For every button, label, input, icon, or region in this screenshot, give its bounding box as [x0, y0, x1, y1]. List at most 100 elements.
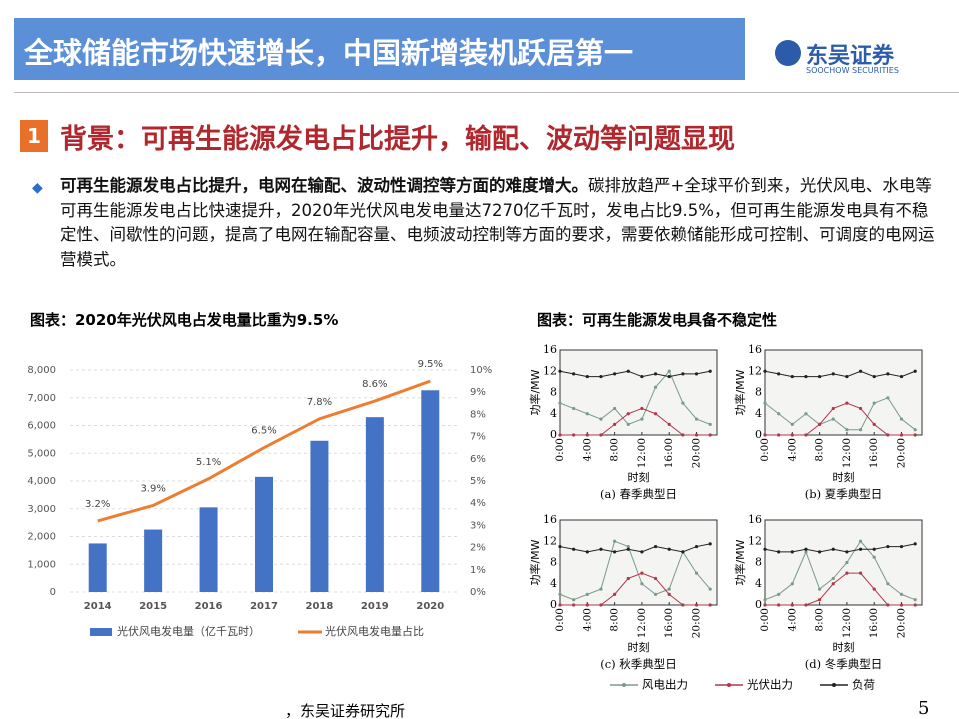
- y-axis-label: 功率/MW: [733, 369, 747, 415]
- point: [599, 603, 603, 607]
- value-label: 3.9%: [140, 483, 165, 494]
- y2-tick-label: 0%: [470, 587, 486, 598]
- point: [585, 433, 589, 437]
- x-tick-label: 16:00: [663, 608, 675, 638]
- point: [613, 372, 617, 376]
- point: [613, 422, 617, 426]
- y2-tick-label: 2%: [470, 543, 486, 554]
- point: [858, 547, 863, 551]
- point: [777, 433, 781, 437]
- point: [572, 406, 576, 411]
- bar: [199, 507, 218, 592]
- point: [845, 374, 849, 379]
- line: [559, 370, 711, 378]
- y-tick-label: 4: [550, 577, 557, 590]
- point: [899, 417, 904, 421]
- point: [626, 544, 630, 549]
- point: [886, 396, 890, 400]
- point: [558, 401, 562, 405]
- y2-tick-label: 10%: [470, 365, 492, 376]
- point: [640, 417, 644, 421]
- point: [626, 547, 630, 551]
- legend-marker: [727, 683, 731, 687]
- point: [640, 374, 644, 379]
- y-tick-label: 0: [550, 428, 557, 441]
- y-tick-label: 12: [543, 364, 557, 377]
- x-tick-label: 8:00: [609, 438, 621, 462]
- line: [765, 402, 916, 436]
- caption: 图表：2020年光伏风电占发电量比重为9.5%: [30, 311, 339, 329]
- bar: [144, 529, 163, 592]
- bar: [255, 476, 273, 592]
- panel-caption: (b) 夏季典型日: [805, 487, 883, 501]
- point: [572, 433, 576, 437]
- y2-tick-label: 5%: [470, 476, 486, 487]
- point: [681, 372, 685, 376]
- point: [558, 544, 562, 549]
- point: [694, 433, 699, 437]
- point: [831, 417, 835, 421]
- point: [777, 550, 781, 554]
- point: [681, 550, 685, 554]
- caption: 图表：可再生能源发电具备不稳定性: [537, 311, 778, 329]
- x-axis-label: 时刻: [833, 470, 855, 484]
- point: [818, 550, 822, 554]
- point: [694, 603, 699, 607]
- point: [572, 372, 576, 376]
- bar: [310, 440, 329, 592]
- point: [804, 412, 808, 416]
- y2-tick-label: 7%: [470, 432, 486, 443]
- line: [559, 370, 711, 425]
- y-tick-label: 5,000: [27, 448, 56, 459]
- y2-tick-label: 9%: [470, 387, 486, 398]
- x-tick-label: 4:00: [786, 438, 798, 462]
- logo-text: 东吴证券: [806, 44, 895, 69]
- point: [681, 603, 685, 607]
- line: [559, 540, 711, 601]
- point: [708, 422, 712, 426]
- point: [777, 592, 781, 596]
- point: [763, 369, 767, 373]
- point: [667, 547, 671, 551]
- x-tick-label: 4:00: [581, 438, 593, 462]
- point: [831, 547, 835, 551]
- y-tick-label: 4: [755, 407, 762, 420]
- point: [872, 401, 876, 405]
- point: [858, 428, 863, 432]
- panel-caption: (c) 秋季典型日: [600, 657, 677, 671]
- point: [790, 422, 794, 426]
- point: [804, 550, 808, 554]
- point: [667, 374, 671, 379]
- point: [626, 576, 630, 581]
- line: [764, 540, 916, 601]
- point: [818, 598, 822, 602]
- plot-frame: [559, 519, 718, 606]
- point: [886, 372, 890, 376]
- point: [599, 433, 603, 437]
- legend-marker: [832, 683, 836, 687]
- bullet-bold: 可再生能源发电占比提升，电网在输配、波动性调控等方面的难度增大。: [60, 176, 588, 195]
- point: [626, 422, 630, 426]
- line: [97, 379, 431, 523]
- point: [667, 587, 671, 591]
- legend-label: 负荷: [852, 678, 875, 692]
- point: [886, 582, 890, 586]
- point: [777, 603, 781, 607]
- point: [790, 433, 794, 437]
- y-tick-label: 0: [50, 587, 56, 598]
- x-tick-label: 0:00: [759, 438, 771, 462]
- point: [653, 576, 658, 581]
- point: [572, 598, 576, 602]
- point: [653, 385, 658, 389]
- x-tick-label: 0:00: [554, 438, 566, 462]
- point: [777, 372, 781, 376]
- point: [667, 422, 671, 426]
- y-tick-label: 4,000: [27, 476, 56, 487]
- point: [585, 603, 589, 607]
- legend-label: 光伏风电发电量占比: [325, 624, 424, 638]
- x-tick-label: 12:00: [636, 438, 648, 468]
- point: [899, 592, 904, 596]
- legend-label: 光伏出力: [747, 678, 793, 692]
